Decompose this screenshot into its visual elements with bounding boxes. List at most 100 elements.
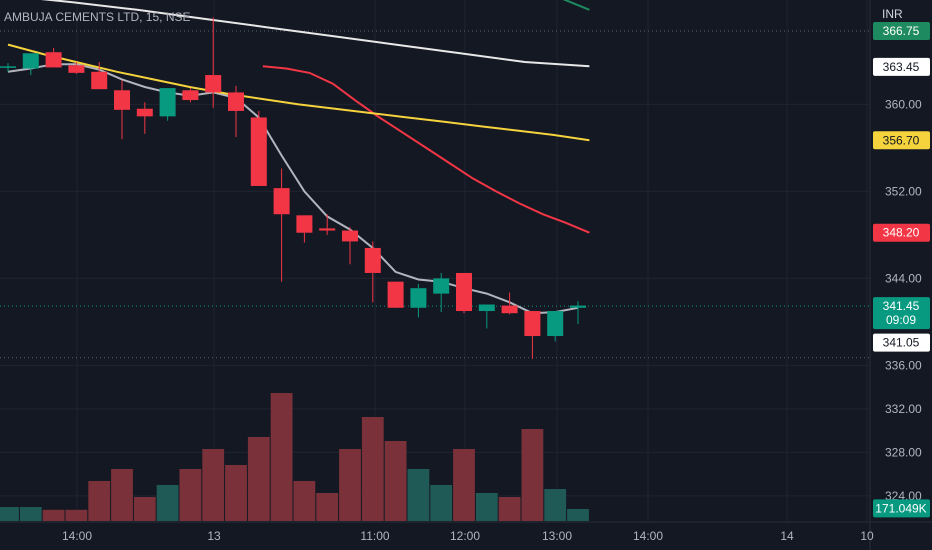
volume-bar bbox=[19, 507, 42, 521]
volume-bar bbox=[270, 393, 293, 521]
candle-body bbox=[387, 281, 404, 308]
moving-average-lines bbox=[7, 0, 590, 315]
volume-bar bbox=[179, 469, 202, 521]
candle[interactable] bbox=[410, 283, 427, 318]
volume-bar bbox=[225, 465, 247, 521]
volume-bar bbox=[339, 449, 361, 521]
candle[interactable] bbox=[387, 281, 404, 308]
price-tick-label: 324.00 bbox=[885, 489, 922, 503]
volume-bar bbox=[202, 449, 225, 521]
candle[interactable] bbox=[570, 301, 586, 325]
candle[interactable] bbox=[296, 215, 313, 243]
candle-body bbox=[250, 117, 267, 186]
candle[interactable] bbox=[364, 241, 381, 303]
candle[interactable] bbox=[342, 227, 358, 265]
symbol-title: AMBUJA CEMENTS LTD, 15, NSE bbox=[4, 10, 191, 24]
candle[interactable] bbox=[114, 80, 130, 140]
volume-bar bbox=[567, 509, 589, 521]
candle-body bbox=[433, 278, 450, 294]
price-label-text: 366.75 bbox=[883, 24, 920, 38]
time-tick-label: 10 bbox=[860, 529, 874, 543]
time-tick-label: 14 bbox=[780, 529, 794, 543]
candle-body bbox=[22, 53, 39, 69]
price-tick-label: 336.00 bbox=[885, 358, 922, 372]
candle[interactable] bbox=[319, 214, 336, 235]
price-axis[interactable]: 324.00 328.00 332.00 336.00 344.00 352.00 360.… bbox=[885, 97, 922, 503]
ma-line-gray bbox=[7, 63, 579, 315]
candle-body bbox=[114, 90, 130, 110]
candle[interactable] bbox=[501, 292, 518, 315]
volume-bar bbox=[247, 437, 270, 521]
price-tick-label: 360.00 bbox=[885, 97, 922, 111]
price-label-bg bbox=[873, 223, 930, 242]
candle[interactable] bbox=[91, 61, 108, 90]
volume-bar bbox=[361, 417, 384, 521]
candle-body bbox=[68, 65, 85, 73]
volume-bar bbox=[384, 441, 407, 521]
candlesticks[interactable] bbox=[0, 17, 586, 359]
time-tick-label: 13 bbox=[207, 529, 221, 543]
candle[interactable] bbox=[22, 53, 39, 76]
time-axis[interactable]: 14:00 13 11:00 12:00 13:00 14:00 14 10 bbox=[62, 529, 874, 543]
price-label-text: 341.05 bbox=[883, 336, 920, 350]
time-tick-label: 14:00 bbox=[633, 529, 663, 543]
volume-bars bbox=[0, 393, 589, 521]
volume-bar bbox=[133, 497, 156, 521]
candle-body bbox=[182, 90, 199, 101]
candle[interactable] bbox=[159, 88, 176, 121]
volume-bar bbox=[498, 497, 521, 521]
candle[interactable] bbox=[136, 102, 153, 134]
candle[interactable] bbox=[45, 47, 62, 68]
candle-body bbox=[501, 305, 518, 314]
candle[interactable] bbox=[547, 311, 564, 342]
candle-body bbox=[342, 230, 358, 242]
candle[interactable] bbox=[273, 168, 290, 282]
candle-body bbox=[159, 88, 176, 117]
candle-body bbox=[45, 52, 62, 68]
price-label-bg bbox=[873, 499, 930, 518]
volume-bar bbox=[65, 509, 88, 521]
candle-body bbox=[273, 188, 290, 215]
volume-bar bbox=[407, 469, 430, 521]
price-label-tag: 356.70 bbox=[873, 131, 930, 150]
candle-body bbox=[0, 66, 16, 68]
price-tick-label: 352.00 bbox=[885, 184, 922, 198]
price-tick-label: 328.00 bbox=[885, 445, 922, 459]
candle[interactable] bbox=[68, 61, 85, 74]
volume-bar bbox=[111, 469, 133, 521]
candle[interactable] bbox=[478, 304, 495, 329]
volume-bar bbox=[293, 481, 316, 521]
candle[interactable] bbox=[205, 17, 222, 108]
candle[interactable] bbox=[250, 110, 267, 186]
candle-body bbox=[319, 228, 336, 231]
price-label-bg bbox=[873, 333, 930, 352]
price-label-text: 341.45 bbox=[883, 299, 920, 313]
volume-bar bbox=[453, 449, 475, 521]
candle-body bbox=[410, 288, 427, 308]
candle-body bbox=[547, 311, 564, 337]
price-label-tag: 171.049K bbox=[873, 499, 930, 518]
candle-body bbox=[364, 247, 381, 273]
volume-bar bbox=[521, 429, 544, 521]
candle[interactable] bbox=[228, 85, 244, 138]
reference-lines bbox=[0, 30, 870, 359]
candle[interactable] bbox=[456, 272, 472, 314]
volume-bar bbox=[42, 509, 65, 521]
candle[interactable] bbox=[433, 272, 450, 313]
candle[interactable] bbox=[182, 88, 199, 103]
candle-body bbox=[570, 305, 586, 308]
price-label-tag: 363.45 bbox=[873, 57, 930, 76]
price-tick-label: 344.00 bbox=[885, 271, 922, 285]
volume-bar bbox=[88, 481, 111, 521]
price-label-tag: 366.75 bbox=[873, 21, 930, 40]
candle[interactable] bbox=[524, 311, 541, 359]
candle[interactable] bbox=[0, 63, 16, 72]
price-label-text: 171.049K bbox=[875, 501, 926, 515]
price-label-text: 363.45 bbox=[883, 60, 920, 74]
price-label-text: 348.20 bbox=[883, 226, 920, 240]
time-tick-label: 12:00 bbox=[450, 529, 480, 543]
candle-body bbox=[91, 71, 108, 90]
